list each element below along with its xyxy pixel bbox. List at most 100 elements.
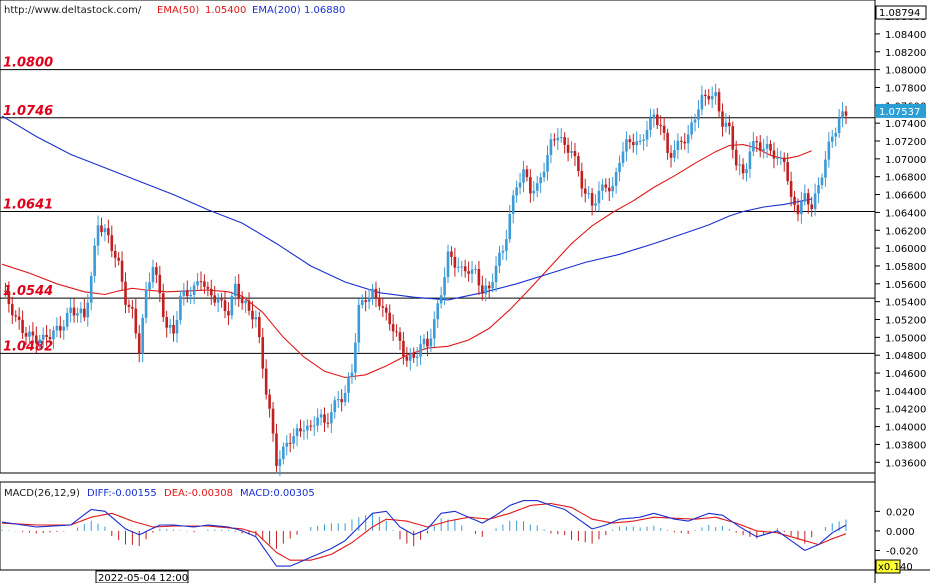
candle-up — [306, 425, 309, 431]
price-tick-label: 1.07000 — [885, 155, 926, 166]
candle-down — [731, 126, 735, 150]
candle-up — [813, 193, 817, 210]
candle-down — [704, 94, 707, 96]
candle-up — [491, 282, 494, 289]
candle-up — [621, 151, 625, 163]
candle-down — [268, 394, 271, 409]
candle-down — [789, 181, 793, 197]
candle-down — [405, 356, 409, 361]
candle-up — [511, 195, 515, 214]
candle-down — [844, 111, 848, 116]
candle-up — [817, 185, 820, 194]
macd-panel[interactable] — [0, 481, 876, 571]
candle-up — [244, 300, 247, 304]
candle-up — [141, 317, 144, 354]
candle-up — [285, 442, 289, 447]
candle-down — [24, 332, 28, 337]
zoom-indicator[interactable] — [875, 559, 901, 574]
candle-down — [577, 156, 580, 172]
candle-down — [728, 122, 731, 127]
candle-up — [752, 141, 755, 152]
candle-down — [604, 184, 608, 188]
level-label: 1.0482 — [3, 339, 53, 354]
candle-up — [446, 251, 450, 278]
candle-down — [659, 125, 663, 127]
candle-up — [96, 225, 100, 246]
price-tick-label: 1.07400 — [885, 119, 926, 130]
candle-up — [432, 319, 436, 339]
candle-down — [59, 325, 62, 331]
candle-down — [628, 139, 632, 143]
candle-down — [251, 310, 254, 320]
candle-down — [134, 308, 138, 334]
candle-up — [594, 203, 597, 206]
candle-up — [254, 317, 258, 320]
candle-down — [525, 169, 529, 178]
candle-down — [199, 281, 203, 283]
candle-up — [587, 193, 590, 195]
macd-diff-line — [1, 500, 847, 567]
candle-down — [810, 204, 813, 210]
candle-down — [209, 288, 213, 296]
candle-down — [4, 290, 7, 292]
candle-down — [721, 111, 724, 127]
candle-up — [762, 148, 765, 151]
macd-tick-label: 0.000 — [886, 527, 915, 538]
price-tick-label: 1.04800 — [885, 351, 926, 362]
candle-up — [542, 171, 546, 178]
price-tick-label: 1.07800 — [885, 83, 926, 94]
candle-down — [381, 306, 385, 308]
candle-down — [755, 141, 759, 143]
candle-down — [72, 307, 76, 316]
price-tick-label: 1.08400 — [885, 30, 926, 41]
candle-up — [419, 344, 422, 357]
price-tick-label: 1.05800 — [885, 262, 926, 273]
candle-up — [76, 313, 79, 316]
candle-up — [357, 304, 361, 343]
candle-up — [745, 168, 748, 174]
zoom-label: x0.1 — [878, 562, 900, 573]
candle-down — [113, 250, 117, 258]
candle-up — [443, 277, 446, 296]
candle-up — [330, 412, 333, 424]
candle-up — [676, 140, 680, 151]
candle-up — [367, 297, 371, 302]
candle-down — [206, 286, 210, 289]
price-tick-label: 1.06000 — [885, 244, 926, 255]
candle-up — [765, 143, 769, 149]
candle-up — [151, 267, 155, 283]
candle-up — [316, 417, 319, 426]
candle-up — [439, 295, 443, 304]
candle-down — [247, 300, 251, 311]
candle-up — [278, 458, 282, 467]
candle-up — [724, 122, 728, 127]
candle-down — [580, 171, 584, 189]
price-axis[interactable]: 1.086001.084001.082001.080001.078001.076… — [875, 12, 926, 469]
price-panel[interactable] — [0, 0, 876, 474]
candle-down — [240, 299, 244, 304]
candle-up — [415, 356, 419, 358]
price-tick-label: 1.06400 — [885, 208, 926, 219]
candle-down — [669, 152, 673, 158]
candle-up — [710, 96, 714, 100]
candle-down — [734, 149, 738, 166]
candle-down — [662, 125, 666, 133]
top-price-label: 1.08794 — [879, 8, 920, 19]
candle-down — [680, 140, 683, 142]
candle-down — [463, 266, 467, 272]
candle-up — [738, 164, 741, 166]
source-url[interactable]: http://www.deltastock.com/ — [4, 5, 142, 16]
candle-down — [573, 151, 577, 157]
candle-up — [103, 228, 107, 233]
candle-down — [793, 196, 796, 205]
price-tick-label: 1.04600 — [885, 369, 926, 380]
candle-down — [683, 141, 687, 144]
candle-down — [388, 312, 391, 325]
price-tick-label: 1.05200 — [885, 315, 926, 326]
macd-series — [1, 500, 847, 567]
candle-up — [522, 169, 525, 183]
candle-down — [107, 228, 110, 236]
ema-line — [1, 115, 812, 301]
